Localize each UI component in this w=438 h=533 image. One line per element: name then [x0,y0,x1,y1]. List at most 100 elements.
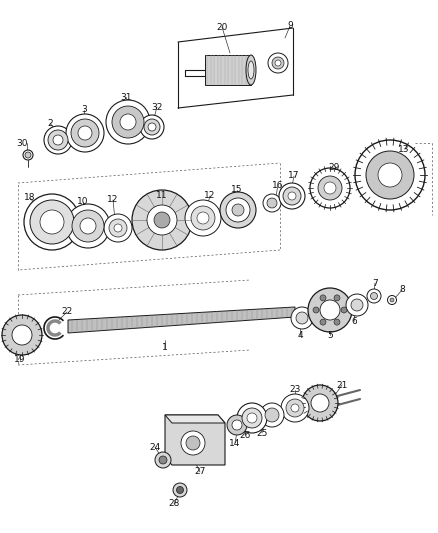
Text: 26: 26 [239,431,251,440]
Circle shape [78,126,92,140]
Circle shape [112,106,144,138]
Text: 7: 7 [372,279,378,287]
Text: 19: 19 [14,356,26,365]
Circle shape [366,151,414,199]
Circle shape [334,319,340,325]
Circle shape [275,60,281,66]
Circle shape [144,119,160,135]
Bar [205,55,251,85]
Text: 9: 9 [287,21,293,30]
Circle shape [185,200,221,236]
Circle shape [286,399,304,417]
Circle shape [371,293,378,300]
Circle shape [48,130,68,150]
Circle shape [66,114,104,152]
Circle shape [25,152,31,158]
Circle shape [173,483,187,497]
Text: 6: 6 [351,318,357,327]
Circle shape [346,294,368,316]
Text: 12: 12 [204,191,215,200]
Text: 32: 32 [151,102,162,111]
Circle shape [226,198,250,222]
Text: 16: 16 [272,181,284,190]
Text: 21: 21 [336,381,348,390]
Ellipse shape [248,61,254,79]
Circle shape [80,218,96,234]
Circle shape [341,307,347,313]
Circle shape [177,487,184,494]
Circle shape [320,295,326,301]
Text: 17: 17 [288,172,300,181]
Circle shape [232,420,242,430]
Text: 15: 15 [231,185,243,195]
Circle shape [324,182,336,194]
Circle shape [30,200,74,244]
Polygon shape [68,307,295,333]
Circle shape [120,114,136,130]
Circle shape [24,194,80,250]
Text: 3: 3 [81,106,87,115]
Circle shape [390,298,394,302]
Text: 8: 8 [399,286,405,295]
Circle shape [281,394,309,422]
Polygon shape [165,415,225,465]
Circle shape [140,115,164,139]
Text: 18: 18 [24,193,36,203]
Circle shape [114,224,122,232]
Circle shape [106,100,150,144]
Text: 10: 10 [77,198,89,206]
Circle shape [320,319,326,325]
Text: 11: 11 [156,190,168,199]
Text: 25: 25 [256,429,268,438]
Circle shape [320,300,340,320]
Circle shape [313,307,319,313]
Circle shape [109,219,127,237]
Circle shape [147,205,177,235]
Ellipse shape [246,55,256,85]
Circle shape [237,403,267,433]
Circle shape [302,385,338,421]
Circle shape [263,194,281,212]
Circle shape [155,452,171,468]
Circle shape [288,192,296,200]
Circle shape [268,53,288,73]
Circle shape [310,168,350,208]
Polygon shape [165,415,225,423]
Circle shape [23,150,33,160]
Circle shape [355,140,425,210]
Circle shape [318,176,342,200]
Text: 23: 23 [290,385,301,394]
Text: 31: 31 [120,93,132,101]
Circle shape [72,210,104,242]
Circle shape [260,403,284,427]
Circle shape [132,190,192,250]
Circle shape [283,187,301,205]
Text: 29: 29 [328,164,340,173]
Circle shape [66,204,110,248]
Circle shape [186,436,200,450]
Circle shape [191,206,215,230]
Circle shape [296,312,308,324]
Circle shape [247,413,257,423]
Text: 20: 20 [216,22,228,31]
Circle shape [2,315,42,355]
Circle shape [232,204,244,216]
Text: 30: 30 [16,139,28,148]
Text: 1: 1 [162,343,168,352]
Circle shape [40,210,64,234]
Text: 4: 4 [297,330,303,340]
Circle shape [12,325,32,345]
Circle shape [291,404,299,412]
Circle shape [154,212,170,228]
Circle shape [197,212,209,224]
Circle shape [71,119,99,147]
Circle shape [242,408,262,428]
Circle shape [291,307,313,329]
Circle shape [279,183,305,209]
Circle shape [148,123,156,131]
Circle shape [272,57,284,69]
Text: 24: 24 [149,442,161,451]
Circle shape [367,289,381,303]
Circle shape [308,288,352,332]
Text: 12: 12 [107,196,119,205]
